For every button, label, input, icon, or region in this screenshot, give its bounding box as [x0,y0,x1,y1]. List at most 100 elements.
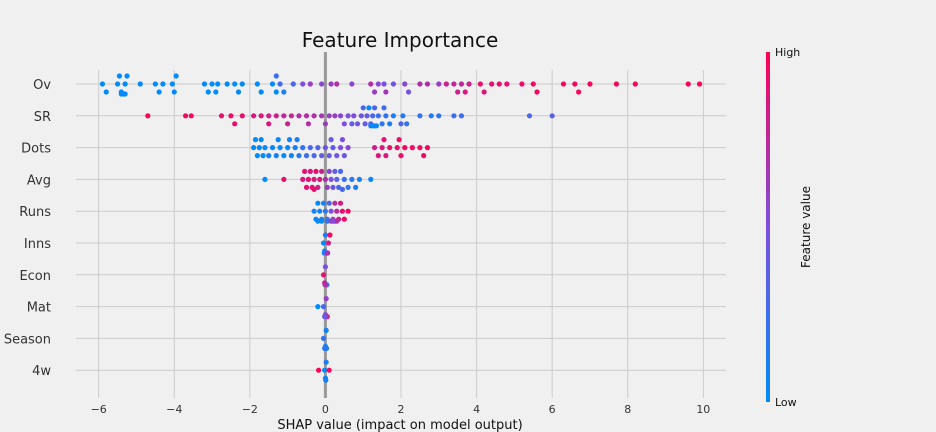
point-ov [383,89,389,95]
point-ov [477,81,483,87]
point-sr [228,113,234,119]
point-sr [341,121,347,127]
point-ov [424,81,431,87]
point-sr [345,113,351,119]
point-ov [417,81,423,87]
point-avg [317,176,323,182]
point-avg [345,184,351,190]
point-4w [323,377,329,383]
point-ov [235,89,242,95]
point-sr [319,113,325,119]
point-inns [327,232,333,238]
x-tick-label: 4 [473,403,480,416]
point-runs [319,218,325,224]
point-runs [315,200,321,206]
point-dots [334,153,340,159]
point-sr [526,113,533,119]
point-runs [328,208,334,214]
point-ov [587,81,593,87]
point-sr [400,113,406,119]
point-dots [409,145,415,151]
point-runs [320,200,327,206]
point-avg [337,168,344,174]
point-avg [324,184,330,190]
point-dots [371,145,378,151]
point-avg [302,168,308,174]
point-runs [311,208,317,214]
point-ov [496,81,502,87]
y-tick-label: Avg [27,173,51,188]
point-runs [322,208,329,214]
point-ov [504,81,510,87]
point-avg [349,176,355,182]
point-ov [368,81,374,87]
point-ov [613,81,620,87]
point-sr [417,113,423,119]
point-econ [322,264,329,270]
point-avg [356,176,363,182]
point-dots [337,145,344,151]
point-avg [319,168,325,174]
point-dots [266,153,272,159]
point-ov [116,73,123,79]
point-ov [281,89,287,95]
point-inns [325,240,332,246]
point-dots [311,153,317,159]
point-runs [345,208,351,214]
point-sr [362,121,368,127]
point-sr [371,123,378,129]
colorbar-high-label: High [775,46,800,59]
point-ov [239,81,245,87]
point-sr [358,113,364,119]
point-ov [481,89,487,95]
colorbar: High Low Feature value [766,46,813,409]
point-ov [530,81,536,87]
point-sr [351,113,357,119]
point-ov [576,89,582,95]
point-ov [436,81,442,87]
point-avg [307,168,313,174]
y-tick-label: 4w [32,364,51,379]
point-season [320,335,327,341]
point-ov [122,81,128,87]
point-dots [326,153,332,159]
point-dots [262,145,268,151]
point-sr [305,121,312,127]
point-sr [364,113,370,119]
point-sr [549,113,555,119]
point-sr [390,113,397,119]
point-avg [305,176,312,182]
point-sr [375,113,381,119]
x-tick-label: 8 [624,403,631,416]
point-sr [368,123,374,129]
point-runs [324,218,330,224]
point-runs [337,200,344,206]
point-ov [405,89,412,95]
point-sr [145,113,151,119]
x-tick-label: −2 [242,403,258,416]
point-sr [303,113,310,119]
point-sr [188,113,194,119]
point-ov [156,89,162,95]
point-ov [169,81,175,87]
point-dots [277,145,283,151]
point-dots [256,145,262,151]
point-ov [215,81,221,87]
point-ov [137,81,143,87]
point-ov [451,81,457,87]
y-tick-label: Ov [33,78,51,93]
point-dots [375,153,381,159]
point-ov [300,81,306,87]
point-runs [334,208,340,214]
x-tick-label: 0 [322,403,329,416]
point-dots [402,145,408,151]
point-dots [322,145,329,151]
point-sr [337,113,344,119]
point-avg [332,168,338,174]
point-season [323,327,329,333]
point-econ [320,272,327,278]
grid [76,70,726,398]
point-dots [258,137,264,143]
point-dots [330,145,336,151]
point-sr [366,105,372,111]
